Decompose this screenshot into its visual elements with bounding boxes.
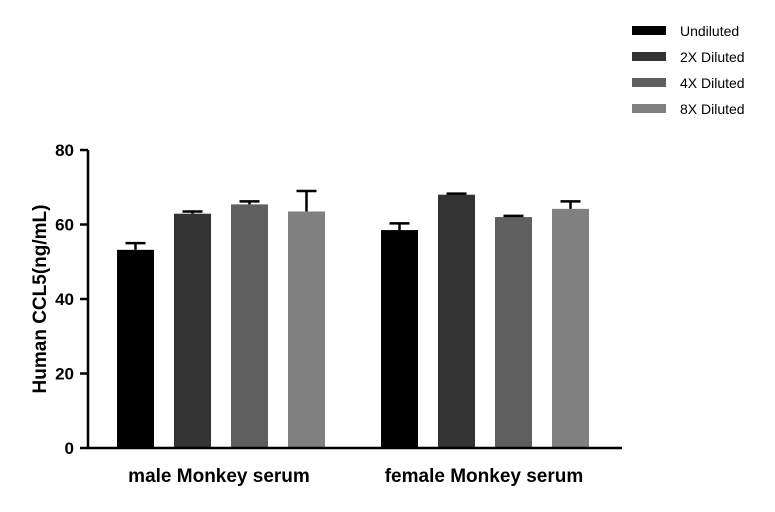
bars xyxy=(117,195,589,448)
category-labels: male Monkey serum female Monkey serum xyxy=(128,466,583,487)
y-ticks: 0 20 40 60 80 xyxy=(55,141,88,458)
bar-8x-diluted-male xyxy=(288,211,325,448)
category-label: male Monkey serum xyxy=(128,466,310,487)
bar-4x-diluted-male xyxy=(231,204,268,448)
y-tick-label: 80 xyxy=(55,141,74,160)
legend: Undiluted 2X Diluted 4X Diluted 8X Diluted xyxy=(632,23,745,117)
bar-4x-diluted-female xyxy=(495,217,532,448)
y-tick-label: 20 xyxy=(55,365,74,384)
bar-8x-diluted-female xyxy=(552,209,589,448)
bar-2x-diluted-female xyxy=(438,195,475,448)
bar-undiluted-female xyxy=(381,230,418,448)
legend-swatch xyxy=(632,104,666,113)
legend-swatch xyxy=(632,26,666,35)
bar-undiluted-male xyxy=(117,250,154,448)
y-tick-label: 40 xyxy=(55,290,74,309)
legend-label: Undiluted xyxy=(680,23,739,39)
y-axis-title: Human CCL5(ng/mL) xyxy=(30,205,51,394)
bar-2x-diluted-male xyxy=(174,214,211,448)
y-tick-label: 60 xyxy=(55,216,74,235)
legend-label: 8X Diluted xyxy=(680,101,745,117)
y-tick-label: 0 xyxy=(65,439,74,458)
legend-swatch xyxy=(632,78,666,87)
category-label: female Monkey serum xyxy=(385,466,584,487)
legend-label: 4X Diluted xyxy=(680,75,745,91)
legend-swatch xyxy=(632,52,666,61)
axes xyxy=(87,150,622,448)
legend-label: 2X Diluted xyxy=(680,49,745,65)
